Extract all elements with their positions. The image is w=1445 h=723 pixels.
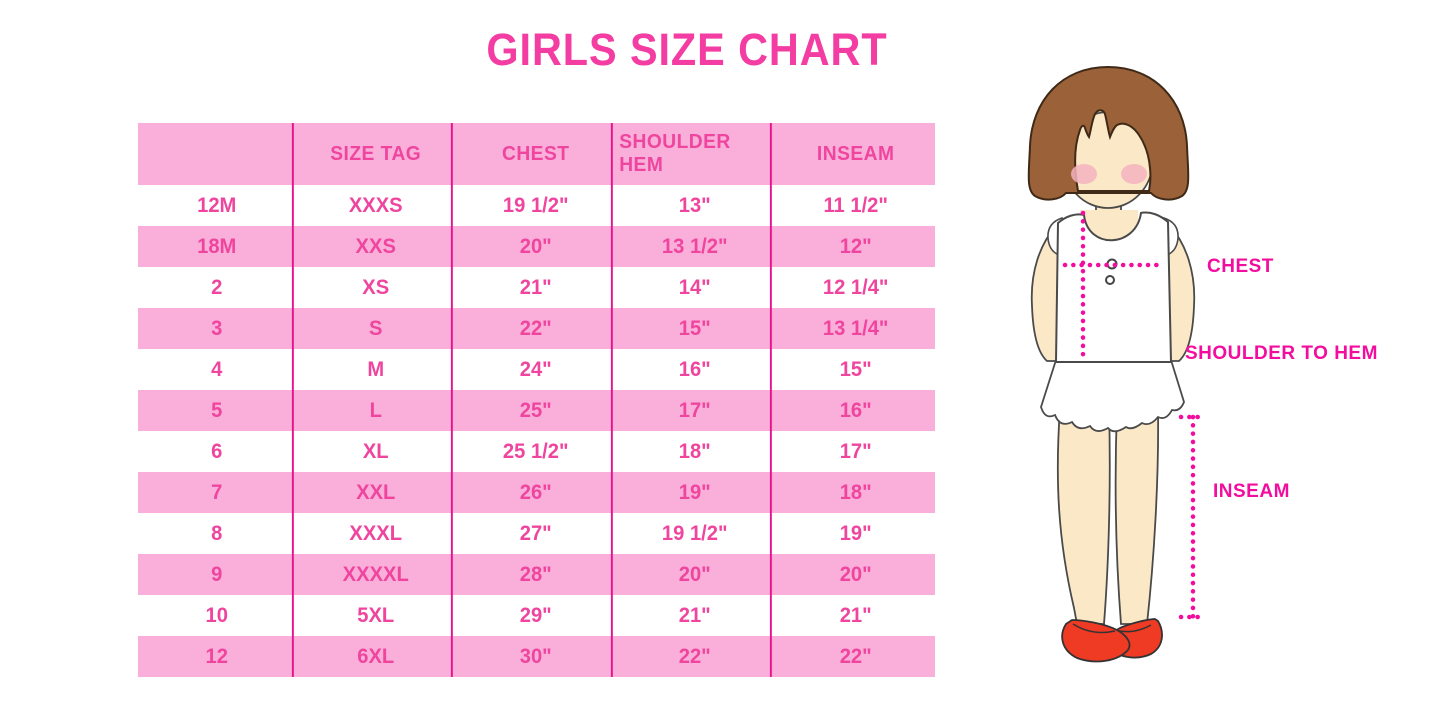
table-cell: XL xyxy=(301,431,454,472)
table-cell: 18" xyxy=(839,480,872,504)
table-cell: S xyxy=(301,308,454,349)
table-cell: 22" xyxy=(619,636,773,677)
table-cell: 12M xyxy=(141,185,295,226)
table-cell: 19" xyxy=(619,472,773,513)
table-cell: 17" xyxy=(619,390,773,431)
table-cell: 5 xyxy=(141,390,295,431)
table-cell: XXXL xyxy=(301,513,454,554)
table-cell: 24" xyxy=(460,349,613,390)
girl-right-blush xyxy=(1121,164,1147,184)
chest-label: CHEST xyxy=(1207,256,1274,277)
table-cell: 2 xyxy=(141,267,295,308)
table-cell: 4 xyxy=(141,349,295,390)
table-cell: 13 1/4" xyxy=(822,316,889,340)
table-cell: 19 1/2" xyxy=(619,513,773,554)
table-cell: 18" xyxy=(619,431,773,472)
shoulder-to-hem-label: SHOULDER TO HEM xyxy=(1185,343,1378,364)
table-row: 10 5XL 29" 21" 21" xyxy=(138,595,935,636)
table-row: 8 XXXL 27" 19 1/2" 19" xyxy=(138,513,935,554)
table-row: 12M XXXS 19 1/2" 13" 11 1/2" xyxy=(138,185,935,226)
girl-top xyxy=(1054,211,1173,363)
girl-left-shoe xyxy=(1061,619,1131,663)
table-cell: XXXS xyxy=(301,185,454,226)
table-cell: 25" xyxy=(460,390,613,431)
table-row: 12 6XL 30" 22" 22" xyxy=(138,636,935,677)
table-row: 6 XL 25 1/2" 18" 17" xyxy=(138,431,935,472)
table-cell: 28" xyxy=(460,554,613,595)
table-row: 5 L 25" 17" 16" xyxy=(138,390,935,431)
table-cell: 9 xyxy=(141,554,295,595)
table-header-cell: SHOULDER HEM xyxy=(619,123,773,185)
table-cell: 20" xyxy=(619,554,773,595)
table-row: 3 S 22" 15" 13 1/4" xyxy=(138,308,935,349)
table-cell: XXS xyxy=(301,226,454,267)
table-header-row: SIZE TAG CHEST SHOULDER HEM INSEAM xyxy=(138,123,935,185)
size-table: SIZE TAG CHEST SHOULDER HEM INSEAM 12M XX… xyxy=(138,123,935,677)
table-cell: 27" xyxy=(460,513,613,554)
girl-right-leg xyxy=(1114,407,1160,625)
table-cell: 7 xyxy=(141,472,295,513)
table-cell: 20" xyxy=(839,562,872,586)
table-cell: 20" xyxy=(460,226,613,267)
table-cell: 21" xyxy=(460,267,613,308)
table-cell: 12 1/4" xyxy=(822,275,889,299)
table-cell: XXXXL xyxy=(301,554,454,595)
girl-left-blush xyxy=(1071,164,1097,184)
table-cell: 12" xyxy=(839,234,872,258)
table-row: 18M XXS 20" 13 1/2" 12" xyxy=(138,226,935,267)
table-header-cell xyxy=(141,123,295,185)
table-cell: 19" xyxy=(839,521,872,545)
table-cell: M xyxy=(301,349,454,390)
table-cell: 21" xyxy=(839,603,872,627)
table-cell: 12 xyxy=(141,636,295,677)
table-cell: 15" xyxy=(619,308,773,349)
table-cell: 25 1/2" xyxy=(460,431,613,472)
table-cell: XS xyxy=(301,267,454,308)
table-cell: 13 1/2" xyxy=(619,226,773,267)
table-cell: 13" xyxy=(619,185,773,226)
table-row: 9 XXXXL 28" 20" 20" xyxy=(138,554,935,595)
table-row: 7 XXL 26" 19" 18" xyxy=(138,472,935,513)
table-cell: 6XL xyxy=(301,636,454,677)
girl-top-button xyxy=(1105,275,1115,285)
table-cell: 6 xyxy=(141,431,295,472)
inseam-label: INSEAM xyxy=(1213,481,1290,502)
table-row: 2 XS 21" 14" 12 1/4" xyxy=(138,267,935,308)
table-cell: 30" xyxy=(460,636,613,677)
table-cell: XXL xyxy=(301,472,454,513)
table-header-cell: SIZE TAG xyxy=(301,123,454,185)
table-cell: 10 xyxy=(141,595,295,636)
table-cell: 8 xyxy=(141,513,295,554)
girl-hair xyxy=(1027,65,1190,201)
girl-illustration: CHEST SHOULDER TO HEM INSEAM xyxy=(1027,65,1378,663)
table-cell: 22" xyxy=(839,644,872,668)
table-cell: L xyxy=(301,390,454,431)
table-cell: 3 xyxy=(141,308,295,349)
girl-skirt xyxy=(1040,359,1185,433)
table-cell: 21" xyxy=(619,595,773,636)
table-cell: 17" xyxy=(839,439,872,463)
table-cell: 18M xyxy=(141,226,295,267)
table-cell: 22" xyxy=(460,308,613,349)
table-cell: 26" xyxy=(460,472,613,513)
table-cell: 29" xyxy=(460,595,613,636)
table-cell: 19 1/2" xyxy=(460,185,613,226)
page-title: GIRLS SIZE CHART xyxy=(486,24,888,75)
table-cell: 15" xyxy=(839,357,872,381)
table-row: 4 M 24" 16" 15" xyxy=(138,349,935,390)
table-cell: 16" xyxy=(619,349,773,390)
table-cell: 5XL xyxy=(301,595,454,636)
table-cell: 14" xyxy=(619,267,773,308)
table-cell: 11 1/2" xyxy=(823,193,888,217)
girl-left-leg xyxy=(1056,407,1111,625)
table-cell: 16" xyxy=(839,398,872,422)
table-header-cell: INSEAM xyxy=(816,142,895,165)
table-header-cell: CHEST xyxy=(460,123,613,185)
